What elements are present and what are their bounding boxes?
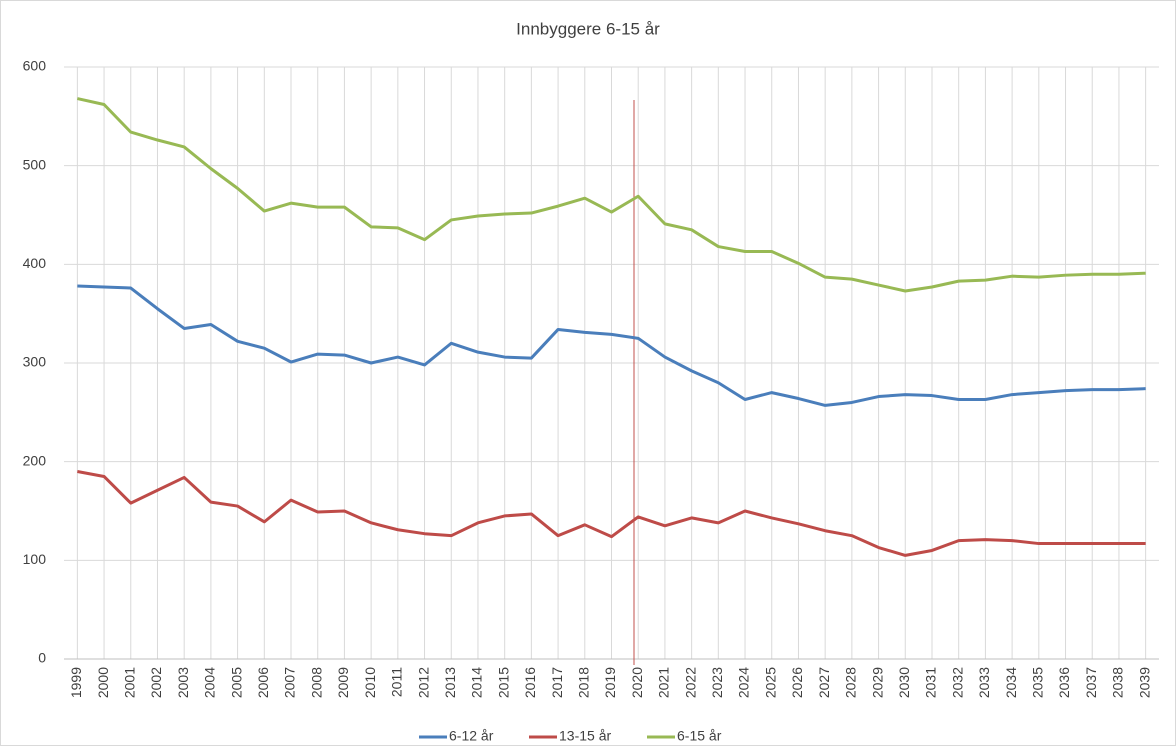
series-line [77, 97, 1146, 293]
x-tick-label: 2027 [816, 667, 832, 698]
series-line [77, 284, 1146, 407]
x-tick-label: 2014 [469, 667, 485, 698]
x-tick-label: 2030 [896, 667, 912, 698]
x-tick-label: 2023 [709, 667, 725, 698]
x-tick-label: 2036 [1056, 667, 1072, 698]
x-tick-label: 2005 [228, 667, 244, 698]
x-tick-label: 2022 [682, 667, 698, 698]
x-tick-label: 2019 [602, 667, 618, 698]
grid [64, 66, 1159, 660]
x-tick-label: 2029 [869, 667, 885, 698]
y-tick-label: 300 [23, 354, 47, 370]
x-tick-label: 2034 [1003, 667, 1019, 698]
y-tick-label: 400 [23, 255, 47, 271]
x-tick-label: 2024 [736, 667, 752, 698]
x-tick-label: 2007 [282, 667, 298, 698]
y-tick-label: 0 [38, 650, 46, 666]
y-tick-label: 100 [23, 551, 47, 567]
x-tick-label: 2003 [175, 667, 191, 698]
x-tick-label: 2020 [629, 667, 645, 698]
x-tick-label: 1999 [68, 667, 84, 698]
x-tick-label: 2037 [1083, 667, 1099, 698]
x-tick-label: 2016 [522, 667, 538, 698]
x-tick-label: 2033 [976, 667, 992, 698]
x-tick-label: 2012 [415, 667, 431, 698]
legend-label: 13-15 år [559, 728, 611, 744]
x-tick-label: 2011 [389, 667, 405, 697]
x-tick-label: 2026 [789, 667, 805, 698]
x-tick-label: 2013 [442, 667, 458, 698]
x-tick-label: 2039 [1136, 667, 1152, 698]
legend-label: 6-12 år [449, 728, 494, 744]
x-tick-label: 2000 [95, 667, 111, 698]
x-tick-label: 2025 [762, 667, 778, 698]
x-tick-label: 2017 [549, 667, 565, 698]
y-tick-label: 500 [23, 156, 47, 172]
x-tick-label: 2035 [1030, 667, 1046, 698]
x-tick-label: 2006 [255, 667, 271, 698]
x-tick-label: 2032 [949, 667, 965, 698]
x-tick-label: 2038 [1110, 667, 1126, 698]
x-tick-label: 2018 [575, 667, 591, 698]
x-tick-label: 2008 [308, 667, 324, 698]
x-tick-label: 2015 [495, 667, 511, 698]
plot [77, 97, 1146, 557]
x-tick-label: 2028 [843, 667, 859, 698]
series-line [77, 470, 1146, 557]
x-tick-label: 2001 [121, 667, 137, 698]
legend-label: 6-15 år [677, 728, 722, 744]
x-tick-label: 2002 [148, 667, 164, 698]
x-tick-label: 2010 [362, 667, 378, 698]
y-tick-label: 600 [23, 58, 47, 74]
y-tick-label: 200 [23, 452, 47, 468]
chart-title: Innbyggere 6-15 år [516, 19, 660, 38]
x-tick-label: 2021 [656, 667, 672, 698]
x-tick-label: 2031 [923, 667, 939, 698]
x-tick-label: 2004 [202, 667, 218, 698]
x-tick-label: 2009 [335, 667, 351, 698]
